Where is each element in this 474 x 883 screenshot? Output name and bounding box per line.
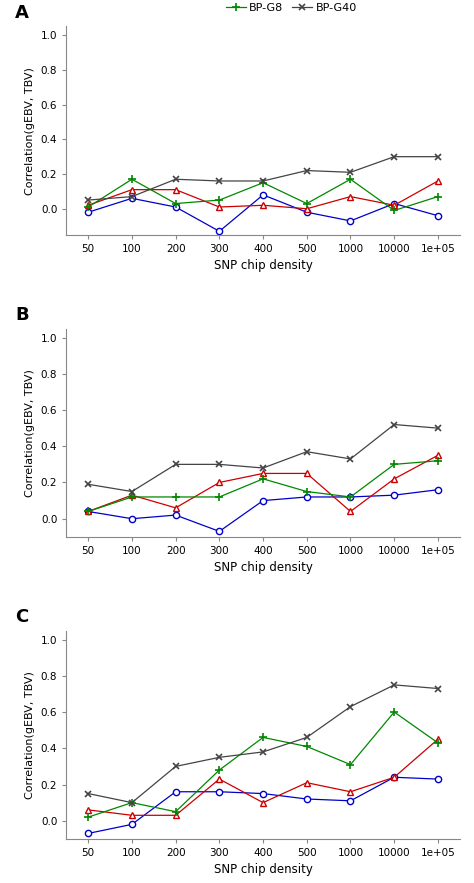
X-axis label: SNP chip density: SNP chip density [214,864,312,877]
Y-axis label: Correlation(gEBV, TBV): Correlation(gEBV, TBV) [25,67,35,194]
Legend: BP-G1, BP-G8, BP-G4, BP-G40: BP-G1, BP-G8, BP-G4, BP-G40 [221,0,361,18]
Y-axis label: Correlation(gEBV, TBV): Correlation(gEBV, TBV) [25,671,35,798]
Text: A: A [15,4,29,22]
Text: C: C [15,608,28,626]
X-axis label: SNP chip density: SNP chip density [214,562,312,575]
X-axis label: SNP chip density: SNP chip density [214,260,312,272]
Text: B: B [15,306,29,324]
Y-axis label: Correlation(gEBV, TBV): Correlation(gEBV, TBV) [25,369,35,496]
